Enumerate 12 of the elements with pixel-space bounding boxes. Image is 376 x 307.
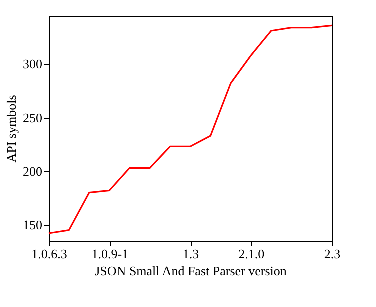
x-tick-label: 1.0.6.3 [32,246,68,262]
y-tick-label: 250 [23,110,42,126]
x-tick-label: 1.3 [182,246,200,262]
y-tick-label: 200 [23,164,42,179]
x-tick-label: 1.0.9-1 [92,246,129,262]
y-tick-label: 150 [23,217,42,232]
y-tick-label: 300 [23,56,42,72]
line-series [48,24,333,234]
x-axis-title: JSON Small And Fast Parser version [95,264,288,278]
x-tick-label: 2.1.0 [238,246,265,262]
y-axis-title: API symbols [4,95,19,163]
x-tick-label: 2.3 [324,246,341,262]
